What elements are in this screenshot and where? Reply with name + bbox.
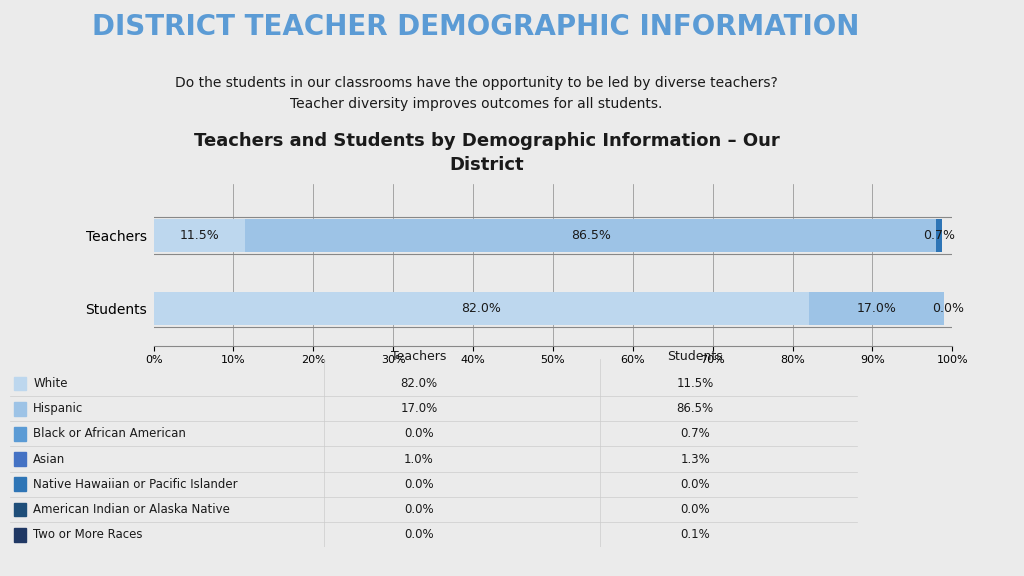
Text: Hispanic: Hispanic bbox=[34, 402, 84, 415]
Text: 82.0%: 82.0% bbox=[400, 377, 437, 390]
Text: 17.0%: 17.0% bbox=[856, 302, 896, 316]
Text: 0.0%: 0.0% bbox=[404, 528, 434, 541]
Bar bbox=[14, 478, 26, 491]
Bar bbox=[936, 219, 942, 252]
Text: 0.0%: 0.0% bbox=[680, 503, 710, 516]
Text: 11.5%: 11.5% bbox=[179, 229, 219, 242]
Text: Black or African American: Black or African American bbox=[34, 427, 186, 441]
Bar bbox=[14, 427, 26, 441]
Text: White: White bbox=[34, 377, 68, 390]
Text: 0.0%: 0.0% bbox=[404, 478, 434, 491]
Bar bbox=[14, 528, 26, 541]
Text: 0.0%: 0.0% bbox=[932, 302, 965, 316]
Text: 0.0%: 0.0% bbox=[680, 478, 710, 491]
Bar bbox=[154, 219, 246, 252]
Bar bbox=[14, 502, 26, 516]
Bar bbox=[14, 452, 26, 466]
Text: Teachers: Teachers bbox=[391, 350, 446, 363]
Text: Students: Students bbox=[668, 350, 723, 363]
Text: 0.0%: 0.0% bbox=[404, 427, 434, 441]
Bar bbox=[809, 293, 944, 325]
Text: 0.7%: 0.7% bbox=[924, 229, 955, 242]
Bar bbox=[14, 402, 26, 416]
Text: 0.7%: 0.7% bbox=[680, 427, 710, 441]
Text: 86.5%: 86.5% bbox=[677, 402, 714, 415]
Text: DISTRICT TEACHER DEMOGRAPHIC INFORMATION: DISTRICT TEACHER DEMOGRAPHIC INFORMATION bbox=[92, 13, 860, 41]
Bar bbox=[246, 219, 936, 252]
Text: 82.0%: 82.0% bbox=[461, 302, 501, 316]
Text: 17.0%: 17.0% bbox=[400, 402, 437, 415]
Text: 0.1%: 0.1% bbox=[680, 528, 710, 541]
Text: Do the students in our classrooms have the opportunity to be led by diverse teac: Do the students in our classrooms have t… bbox=[175, 76, 777, 111]
Text: 0.0%: 0.0% bbox=[404, 503, 434, 516]
Bar bbox=[154, 293, 809, 325]
Text: 86.5%: 86.5% bbox=[571, 229, 611, 242]
Text: 1.0%: 1.0% bbox=[404, 453, 434, 465]
Text: Asian: Asian bbox=[34, 453, 66, 465]
Text: Two or More Races: Two or More Races bbox=[34, 528, 142, 541]
Text: American Indian or Alaska Native: American Indian or Alaska Native bbox=[34, 503, 230, 516]
Text: Teachers and Students by Demographic Information – Our
District: Teachers and Students by Demographic Inf… bbox=[194, 132, 779, 174]
Text: Native Hawaiian or Pacific Islander: Native Hawaiian or Pacific Islander bbox=[34, 478, 238, 491]
Text: 1.3%: 1.3% bbox=[680, 453, 710, 465]
Text: 11.5%: 11.5% bbox=[677, 377, 714, 390]
Bar bbox=[14, 377, 26, 391]
